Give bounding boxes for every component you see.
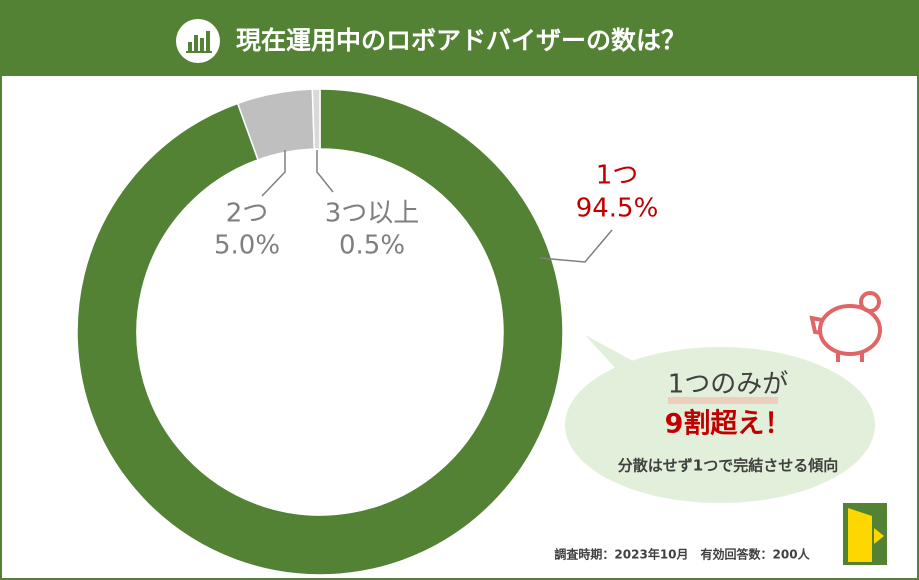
callout-line2: 9割超え！ xyxy=(665,408,792,440)
speech-bubble xyxy=(565,335,875,503)
leader-line xyxy=(539,229,613,263)
slice-category-label: 2つ xyxy=(226,199,269,229)
slice-value-label: 94.5% xyxy=(576,194,659,224)
slice-category-label: 1つ xyxy=(596,161,639,191)
callout-line1: 1つのみが xyxy=(668,370,789,400)
leader-line xyxy=(316,150,334,193)
door-icon xyxy=(843,503,887,565)
header-band xyxy=(0,0,919,76)
callout-line3: 分散はせず1つで完結させる傾向 xyxy=(618,457,838,475)
donut-slice xyxy=(76,88,564,576)
donut-slice xyxy=(311,88,321,150)
header-icon xyxy=(176,19,220,63)
survey-note: 調査時期：2023年10月 有効回答数：200人 xyxy=(554,547,810,562)
piggy-bank-icon xyxy=(809,291,882,362)
chart-title: 現在運用中のロボアドバイザーの数は？ xyxy=(236,26,686,55)
slice-category-label: 3つ以上 xyxy=(325,199,420,229)
slice-value-label: 0.5% xyxy=(339,231,405,261)
slice-value-label: 5.0% xyxy=(214,231,280,261)
leader-line xyxy=(261,150,286,197)
